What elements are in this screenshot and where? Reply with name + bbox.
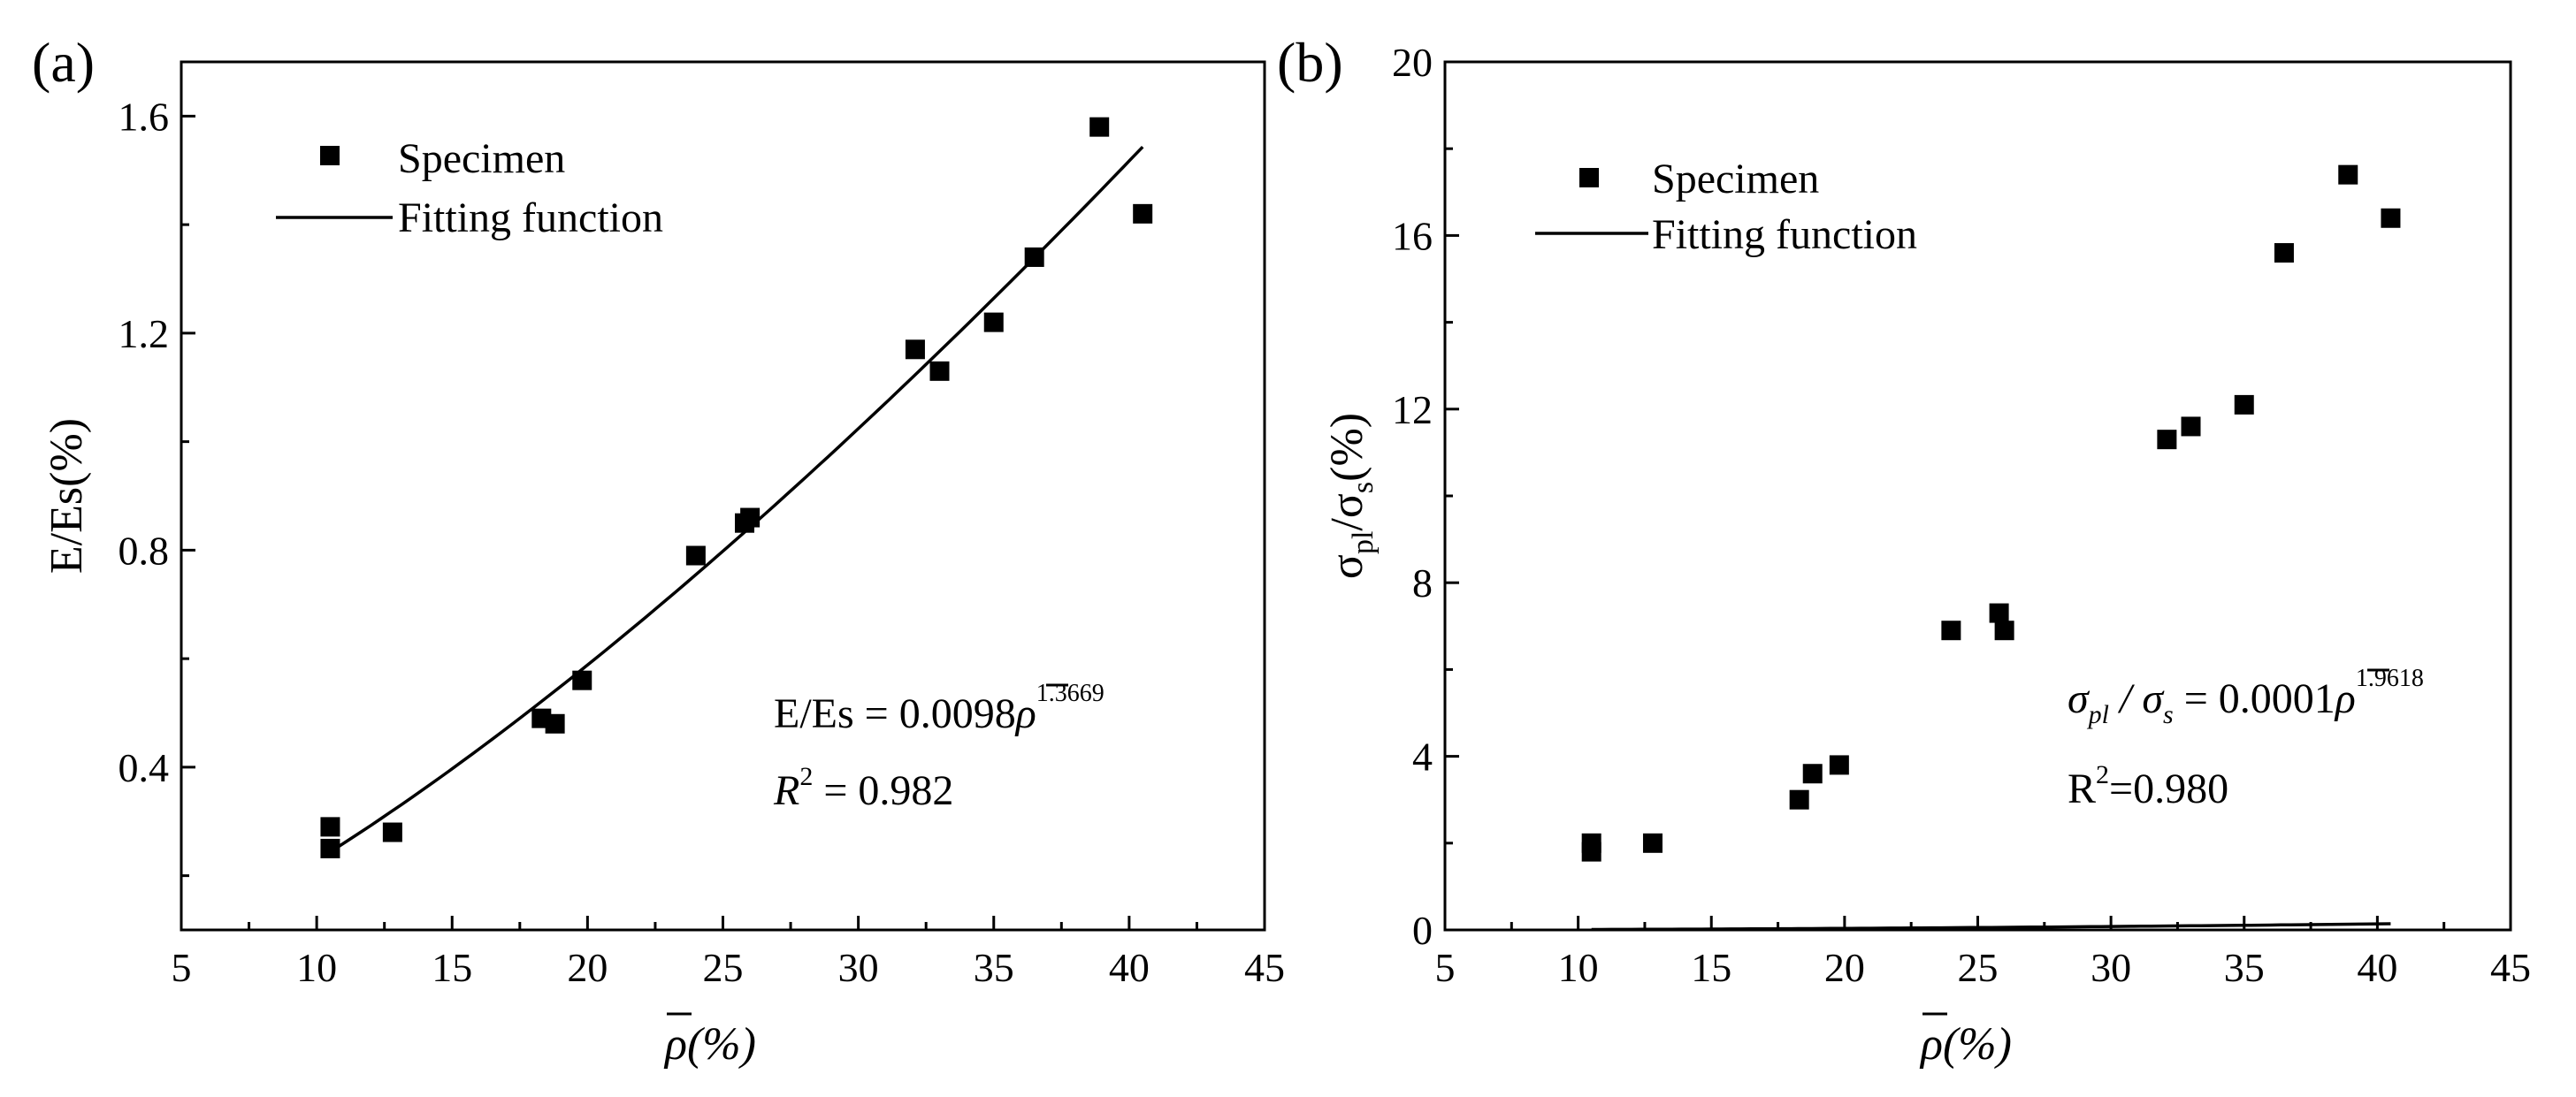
panel-a-label: (a): [32, 31, 95, 94]
panel-a-x-tick-label: 30: [838, 945, 879, 990]
panel-b-x-tick-label: 35: [2224, 945, 2265, 990]
panel-a-y-axis-label: E/Es(%): [42, 418, 92, 574]
panel-a-x-tick-label: 5: [172, 945, 192, 990]
panel-b-specimen-point: [2234, 394, 2254, 415]
panel-b-x-axis: 5 10 15 20 25 30 35 40 45: [1435, 916, 2531, 990]
panel-a-x-tick-label: 20: [567, 945, 608, 990]
panel-b-specimen-point: [1642, 833, 1663, 853]
panel-b-fit-line-group: [1591, 922, 2391, 932]
panel-b-y-axis-label: σpl/σs(%): [1322, 413, 1380, 579]
panel-a-y-tick-label: 1.6: [118, 94, 170, 139]
panel-b-y-tick-label: 4: [1412, 735, 1433, 780]
panel-a-specimen-point: [382, 822, 402, 842]
panel-a-equation: E/Es = 0.0098ρ1.3669 R2 = 0.982: [773, 680, 1105, 814]
panel-a-equation-text: E/Es = 0.0098ρ1.3669: [774, 680, 1105, 737]
panel-b-specimen-point: [2381, 208, 2401, 228]
panel-a-specimen-point: [320, 838, 340, 858]
panel-a-y-tick-label: 1.2: [118, 311, 170, 356]
panel-b-specimen-point: [1789, 789, 1809, 810]
panel-b-specimen-point: [1989, 603, 2009, 623]
panel-b-x-tick-label: 15: [1691, 945, 1731, 990]
panel-b-x-tick-label: 5: [1435, 945, 1456, 990]
panel-a-x-axis: 5 10 15 20 25 30 35 40 45: [172, 916, 1285, 990]
panel-b-x-tick-label: 40: [2357, 945, 2397, 990]
panel-b-legend-specimen: Specimen: [1652, 156, 1819, 202]
panel-a-specimen-point: [1089, 117, 1110, 137]
panel-a-x-axis-label: ρ(%): [663, 1012, 756, 1070]
panel-a-specimen-point: [685, 545, 706, 566]
panel-b-y-tick-label: 16: [1392, 213, 1433, 258]
panel-a-y-tick-label: 0.4: [118, 745, 170, 790]
panel-a-specimen-point: [929, 361, 950, 381]
panel-b-specimen-point: [1802, 764, 1823, 784]
panel-b: (b) 5 10 15 20 25 30 35 40 45 0 4 8 12 16 20 ρ(%) σpl…: [1277, 31, 2531, 1070]
panel-b-x-tick-label: 25: [1958, 945, 1999, 990]
panel-b-specimen-point: [1829, 755, 1849, 775]
panel-b-x-tick-label: 20: [1824, 945, 1865, 990]
panel-a-x-tick-label: 40: [1109, 945, 1150, 990]
panel-a-fit-line: [329, 145, 1144, 854]
panel-b-y-axis: 0 4 8 12 16 20: [1392, 40, 1459, 953]
panel-a-y-tick-label: 0.8: [118, 528, 170, 573]
panel-a-specimen-point: [545, 713, 565, 734]
panel-b-points: [1581, 164, 2401, 862]
panel-a-r2: R2 = 0.982: [773, 762, 953, 814]
panel-a-plot-frame: [180, 60, 1266, 932]
panel-a-specimen-point: [1133, 203, 1153, 224]
panel-a-specimen-point: [740, 507, 761, 528]
panel-b-r2: R2=0.980: [2068, 760, 2228, 812]
panel-a-specimen-point: [320, 817, 340, 837]
panel-b-specimen-point: [1941, 621, 1961, 641]
panel-a-specimen-point: [983, 312, 1004, 332]
panel-a-x-label-text: ρ(%): [663, 1019, 756, 1070]
panel-a-x-tick-label: 45: [1244, 945, 1285, 990]
panel-b-y-tick-label: 20: [1392, 40, 1433, 85]
panel-b-specimen-point: [1994, 621, 2014, 641]
panel-b-fit-line: [1591, 922, 2391, 932]
panel-a-x-tick-label: 35: [974, 945, 1014, 990]
panel-a-fit-line-group: [329, 145, 1144, 854]
panel-a-legend-fitting: Fitting function: [398, 194, 663, 241]
panel-b-x-tick-label: 45: [2490, 945, 2531, 990]
panel-b-equation: σpl / σs = 0.0001ρ1.9618 R2=0.980: [2068, 665, 2424, 812]
panel-b-specimen-point: [2157, 430, 2177, 450]
panel-b-legend-fitting: Fitting function: [1652, 211, 1917, 258]
panel-b-x-label-text: ρ(%): [1919, 1019, 2012, 1070]
panel-b-label: (b): [1277, 31, 1343, 94]
panel-b-y-tick-label: 12: [1392, 387, 1433, 432]
panel-a-x-tick-label: 15: [432, 945, 472, 990]
panel-b-legend-marker: [1579, 168, 1599, 187]
panel-b-y-tick-label: 0: [1412, 908, 1433, 953]
panel-a-y-axis: 0.4 0.8 1.2 1.6: [118, 94, 195, 878]
panel-b-plot-frame: [1443, 60, 2512, 932]
panel-b-legend: Specimen Fitting function: [1535, 156, 1917, 258]
panel-a-x-tick-label: 25: [703, 945, 744, 990]
panel-b-x-tick-label: 30: [2091, 945, 2131, 990]
panel-a-specimen-point: [905, 339, 925, 360]
panel-a-legend: Specimen Fitting function: [276, 135, 663, 241]
panel-a-points: [320, 117, 1153, 858]
panel-b-specimen-point: [2274, 243, 2294, 263]
panel-a-specimen-point: [572, 670, 592, 690]
panel-b-equation-text: σpl / σs = 0.0001ρ1.9618: [2068, 665, 2424, 729]
panel-b-specimen-point: [1581, 842, 1601, 862]
panel-b-specimen-point: [2181, 416, 2201, 437]
panel-a-specimen-point: [1024, 247, 1044, 267]
panel-b-specimen-point: [2338, 164, 2358, 185]
panel-a-legend-marker: [320, 146, 340, 165]
panel-a-legend-specimen: Specimen: [398, 135, 565, 182]
panel-b-x-tick-label: 10: [1558, 945, 1599, 990]
panel-a: (a) 5 10 15 20 25 30 35 40 45 0.40.81.21.6 ρ(%) …: [32, 31, 1285, 1070]
panel-b-x-axis-label: ρ(%): [1919, 1012, 2012, 1070]
panel-a-x-tick-label: 10: [296, 945, 337, 990]
panel-b-y-tick-label: 8: [1412, 560, 1433, 606]
